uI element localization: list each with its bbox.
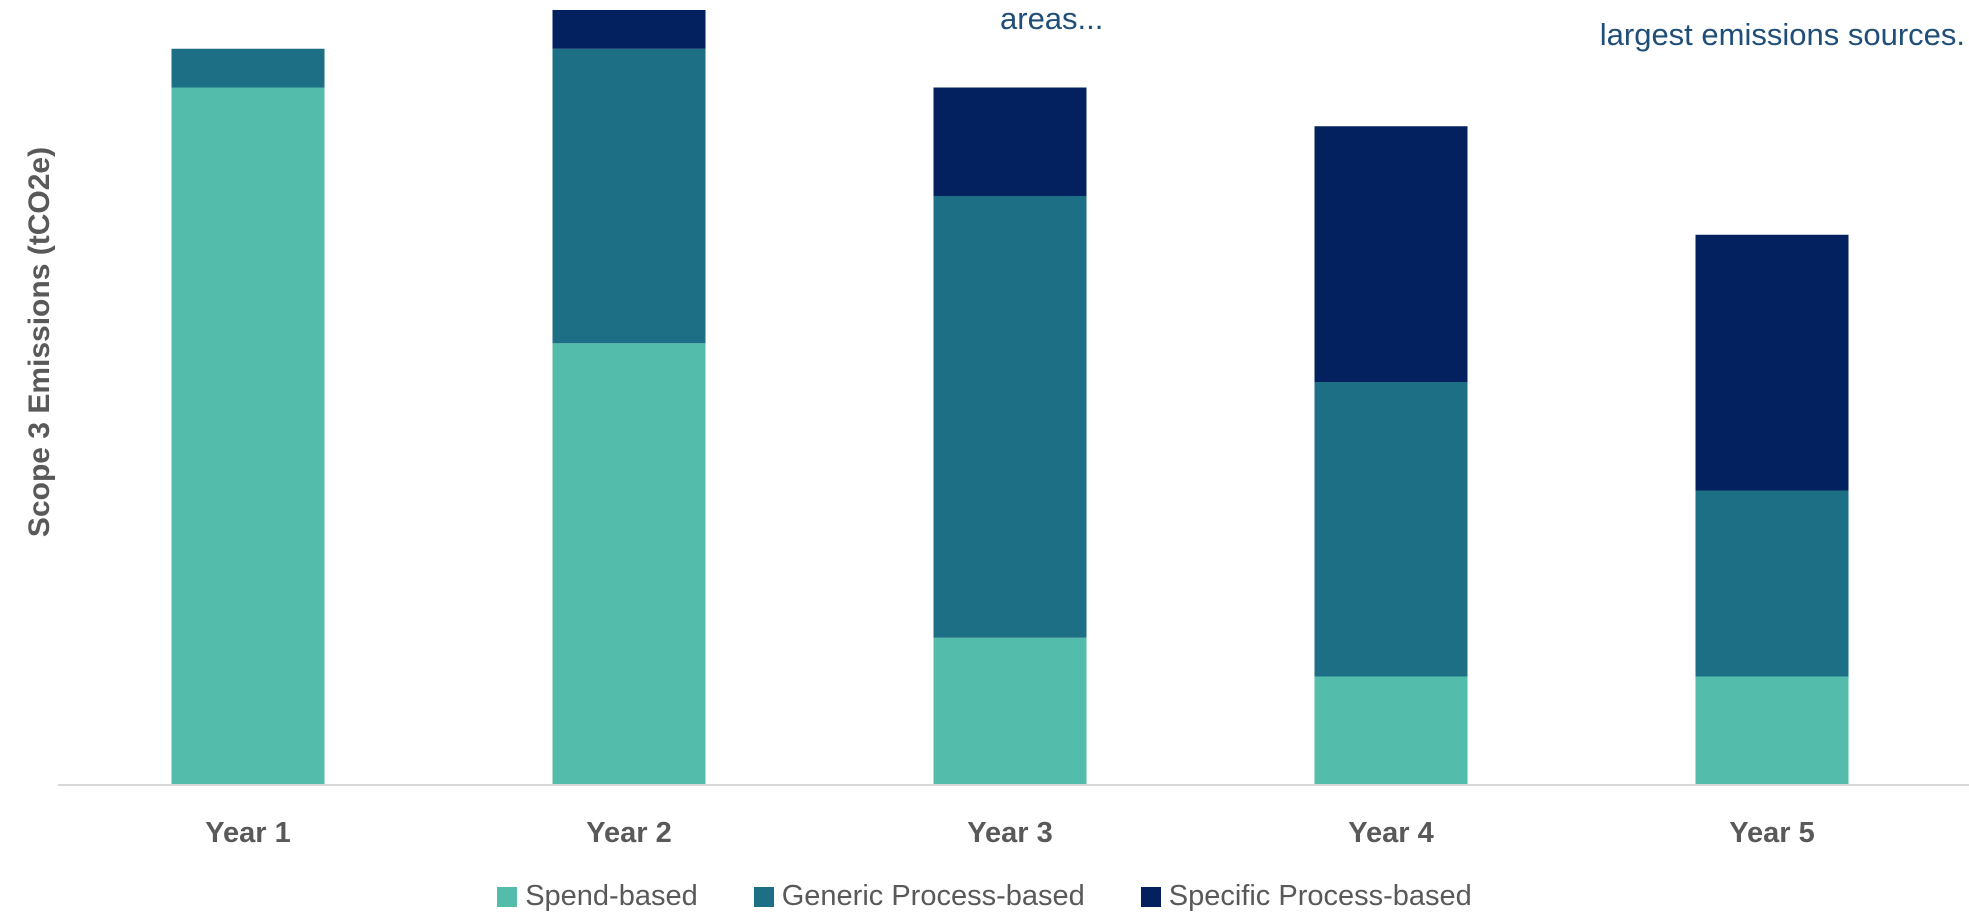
legend-item-0: Spend-based [497,880,698,913]
bar-segment-year-4-series-1 [1314,382,1468,677]
legend-label: Specific Process-based [1168,880,1472,912]
legend-label: Spend-based [525,880,698,912]
annotation-text-2: largest emissions sources. [1599,17,1965,52]
bar-segment-year-2-series-0 [552,343,706,785]
legend-swatch [1140,886,1161,907]
bar-segment-year-1-series-0 [171,87,325,785]
bar-segment-year-5-series-2 [1695,234,1849,491]
x-tick-label: Year 4 [1348,817,1433,849]
bar-segment-year-3-series-0 [933,637,1087,785]
bars-group [171,10,1849,785]
annotation-text-1: areas... [1000,1,1104,36]
legend-label: Generic Process-based [781,880,1085,912]
bar-segment-year-2-series-1 [552,48,706,344]
bar-segment-year-2-series-2 [552,10,706,49]
x-tick-labels: Year 1 Year 2 Year 3 Year 4 Year 5 [205,817,1814,849]
stacked-bar-chart: Year 1 Year 2 Year 3 Year 4 Year 5 [58,10,1969,849]
legend: Spend-based Generic Process-based Specific… [0,880,1969,913]
bar-segment-year-1-series-1 [171,48,325,88]
x-tick-label: Year 3 [967,817,1052,849]
bar-segment-year-5-series-1 [1695,490,1849,677]
bar-segment-year-4-series-0 [1314,676,1468,785]
legend-swatch [753,886,774,907]
legend-swatch [497,886,518,907]
bar-segment-year-5-series-0 [1695,676,1849,785]
bar-segment-year-4-series-2 [1314,126,1468,382]
bar-segment-year-3-series-1 [933,196,1087,638]
legend-item-2: Specific Process-based [1140,880,1472,913]
bar-segment-year-3-series-2 [933,87,1087,196]
x-tick-label: Year 5 [1729,817,1814,849]
legend-item-1: Generic Process-based [753,880,1085,913]
x-tick-label: Year 2 [586,817,671,849]
x-tick-label: Year 1 [205,817,290,849]
